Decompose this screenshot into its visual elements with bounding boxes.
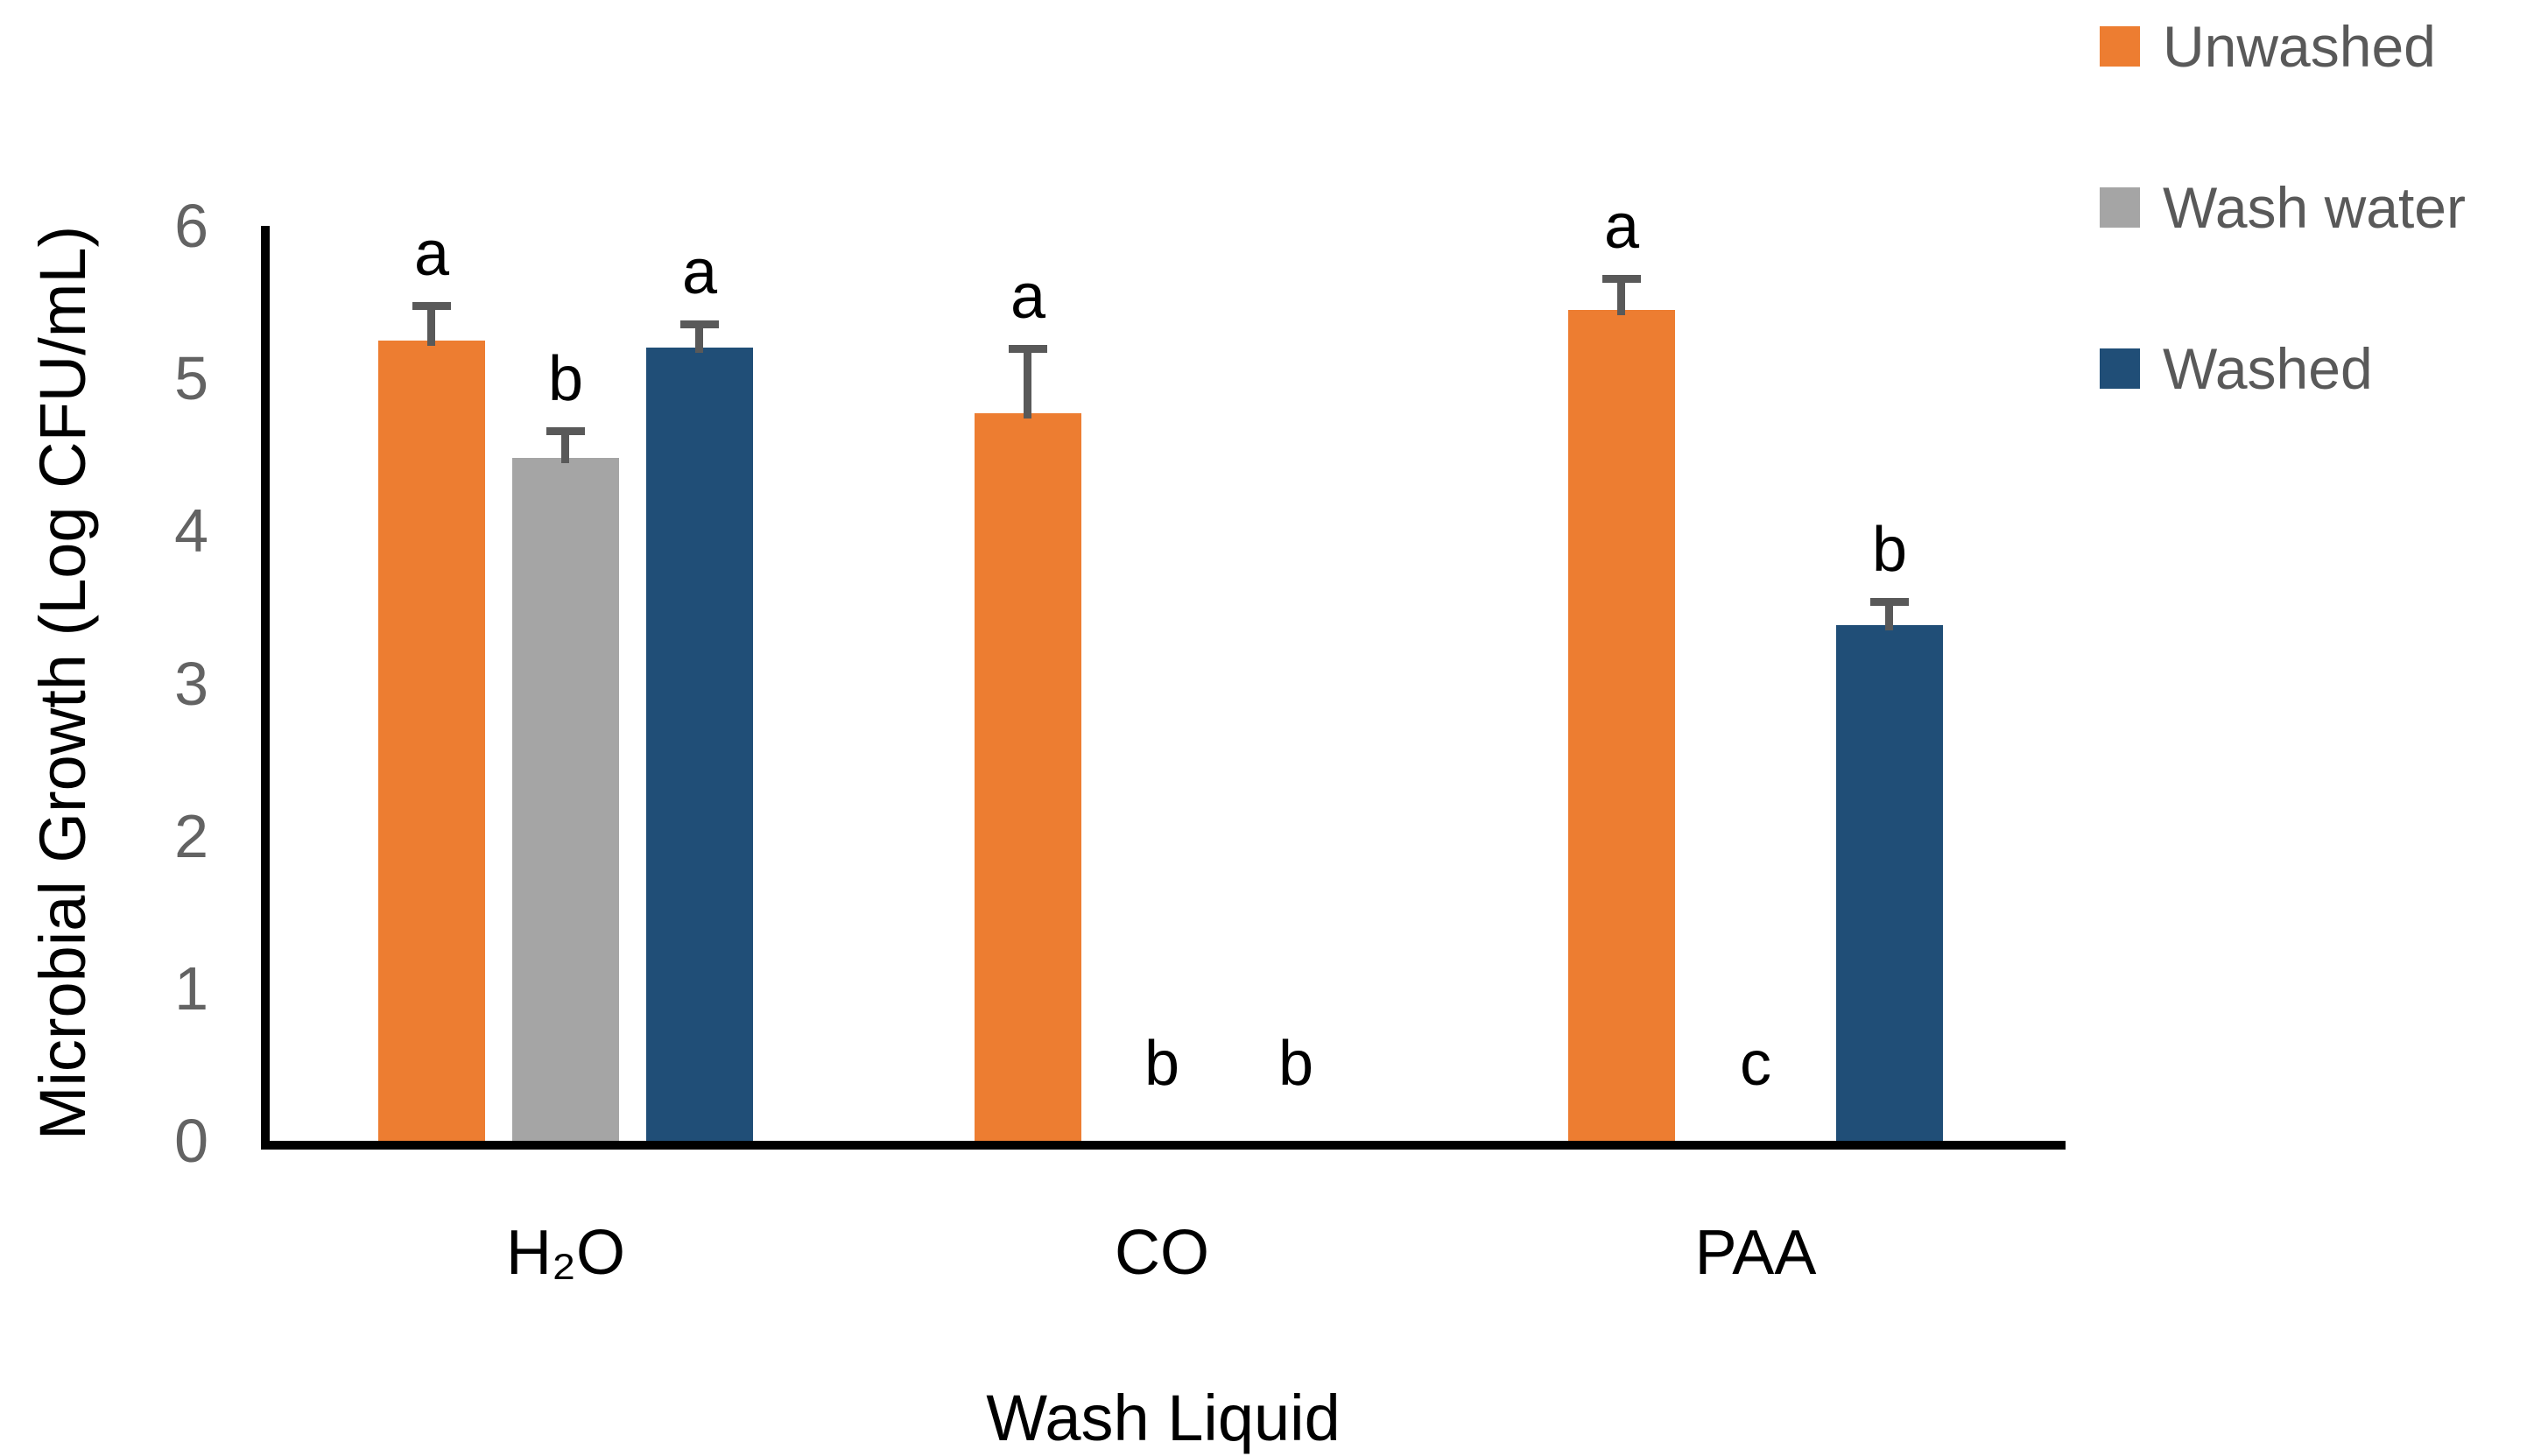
y-tick-label: 3 — [174, 649, 208, 718]
error-bar-stem — [561, 426, 569, 463]
y-tick-label: 2 — [174, 801, 208, 870]
bar-slot: a — [1568, 195, 1675, 1141]
bar-group-co: a b b — [975, 226, 1349, 1141]
legend-item-wash-water: Wash water — [2100, 179, 2466, 236]
bar-unwashed-paa — [1568, 309, 1675, 1141]
bar-slot: c — [1702, 226, 1809, 1141]
error-bar-stem — [1024, 344, 1031, 419]
significance-letter: a — [1603, 191, 1640, 262]
error-bar-stem — [1617, 274, 1625, 315]
y-tick-label: 1 — [174, 953, 208, 1023]
y-tick-label: 0 — [174, 1107, 208, 1175]
bar-slot: a — [646, 226, 753, 1141]
significance-letter: a — [681, 237, 718, 308]
significance-letter: b — [1144, 1029, 1180, 1100]
bar-unwashed-h-o — [378, 340, 485, 1141]
bar-slot: b — [1242, 226, 1349, 1141]
legend-item-washed: Washed — [2100, 340, 2466, 397]
y-tick-label: 4 — [174, 496, 208, 566]
y-tick-label: 5 — [174, 344, 208, 413]
error-bar-stem — [1885, 597, 1893, 631]
error-bar-cap — [412, 302, 451, 311]
significance-letter: a — [1010, 262, 1046, 333]
error-bar-cap — [680, 320, 719, 328]
legend-swatch-icon — [2100, 348, 2140, 389]
error-bar-stem — [427, 302, 435, 346]
x-tick-label-paa: PAA — [1694, 1218, 1817, 1288]
bar-slot: b — [1109, 226, 1215, 1141]
legend: Unwashed Wash water Washed — [2100, 18, 2466, 397]
legend-swatch-icon — [2100, 187, 2140, 228]
error-bar-cap — [546, 426, 585, 435]
bar-slot: a — [975, 226, 1081, 1141]
significance-letter: a — [413, 219, 450, 290]
significance-letter: b — [547, 344, 584, 415]
bar-unwashed-co — [975, 413, 1081, 1141]
legend-item-unwashed: Unwashed — [2100, 18, 2466, 75]
y-tick-label: 6 — [174, 192, 208, 260]
error-bar-cap — [1870, 597, 1909, 606]
significance-letter: b — [1278, 1029, 1314, 1100]
significance-letter: b — [1871, 515, 1908, 586]
legend-label: Wash water — [2163, 175, 2466, 240]
error-bar-cap — [1009, 344, 1047, 353]
bar-washed-h-o — [646, 348, 753, 1141]
legend-label: Washed — [2163, 336, 2373, 401]
significance-letter: c — [1740, 1029, 1771, 1100]
bar-slot: a — [378, 219, 485, 1141]
bar-slot: b — [1836, 226, 1943, 1141]
bar-wash-water-h-o — [512, 457, 619, 1141]
bar-group-h-o: a b a — [378, 219, 753, 1141]
x-tick-label-h-o: H₂O — [506, 1218, 625, 1288]
error-bar-stem — [695, 320, 703, 354]
bar-washed-paa — [1836, 625, 1943, 1141]
legend-swatch-icon — [2100, 26, 2140, 67]
bar-slot: b — [512, 226, 619, 1141]
error-bar-cap — [1602, 274, 1641, 283]
legend-label: Unwashed — [2163, 14, 2436, 79]
x-tick-label-co: CO — [1115, 1218, 1209, 1288]
x-axis-title: Wash Liquid — [986, 1382, 1341, 1454]
